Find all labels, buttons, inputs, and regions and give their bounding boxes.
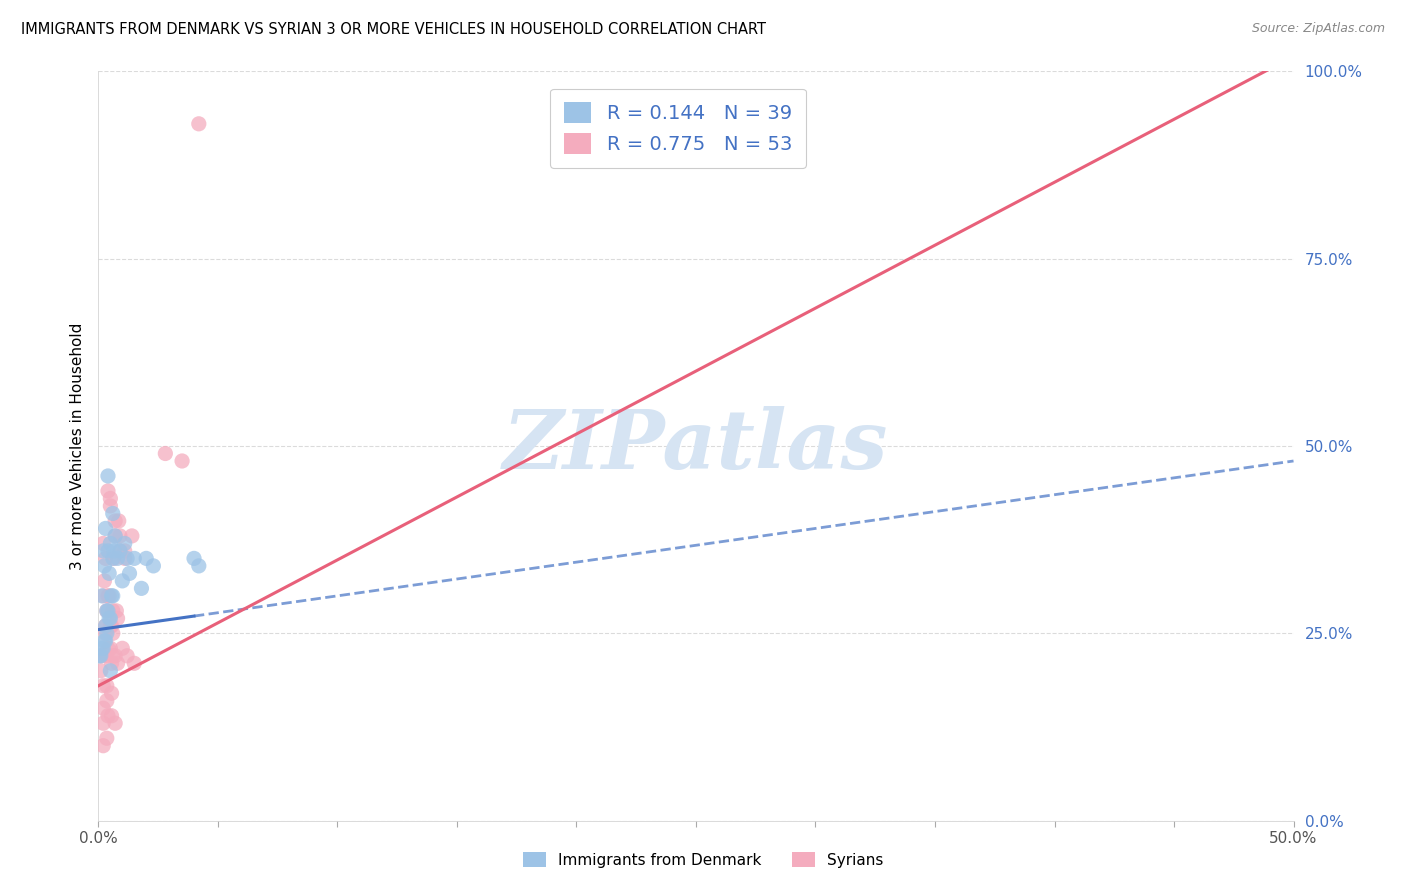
Text: ZIPatlas: ZIPatlas: [503, 406, 889, 486]
Point: [94, 521, 117, 535]
Point: [91, 648, 114, 663]
Point: [94, 619, 117, 633]
Point: [91, 701, 114, 715]
Point: [98, 566, 121, 581]
Point: [98, 491, 122, 506]
Point: [135, 551, 157, 566]
Point: [187, 558, 209, 573]
Point: [104, 514, 127, 528]
Point: [98, 619, 122, 633]
Point: [97, 544, 120, 558]
Point: [108, 529, 131, 543]
Point: [93, 558, 115, 573]
Point: [96, 626, 118, 640]
Point: [91, 679, 114, 693]
Point: [155, 446, 177, 460]
Point: [101, 648, 124, 663]
Point: [98, 499, 122, 513]
Point: [91, 716, 114, 731]
Point: [100, 708, 122, 723]
Point: [97, 604, 120, 618]
Point: [96, 731, 118, 746]
Point: [100, 686, 122, 700]
Point: [100, 589, 122, 603]
Point: [172, 454, 194, 468]
Point: [100, 619, 122, 633]
Point: [111, 574, 134, 588]
Point: [91, 589, 114, 603]
Point: [89, 648, 111, 663]
Point: [101, 551, 124, 566]
Point: [107, 514, 129, 528]
Point: [101, 589, 124, 603]
Point: [96, 679, 118, 693]
Point: [98, 664, 122, 678]
Point: [101, 626, 124, 640]
Text: IMMIGRANTS FROM DENMARK VS SYRIAN 3 OR MORE VEHICLES IN HOUSEHOLD CORRELATION CH: IMMIGRANTS FROM DENMARK VS SYRIAN 3 OR M…: [21, 22, 766, 37]
Point: [104, 529, 127, 543]
Point: [114, 551, 136, 566]
Point: [101, 507, 124, 521]
Point: [115, 551, 138, 566]
Point: [96, 648, 118, 663]
Point: [97, 483, 120, 498]
Point: [98, 536, 122, 550]
Text: Source: ZipAtlas.com: Source: ZipAtlas.com: [1251, 22, 1385, 36]
Point: [142, 558, 165, 573]
Point: [118, 566, 141, 581]
Point: [97, 589, 120, 603]
Point: [104, 648, 127, 663]
Point: [105, 604, 128, 618]
Point: [90, 664, 112, 678]
Point: [100, 657, 122, 671]
Point: [114, 544, 136, 558]
Point: [124, 551, 146, 566]
Point: [93, 574, 115, 588]
Point: [108, 544, 131, 558]
Point: [91, 536, 114, 550]
Point: [107, 551, 129, 566]
Point: [96, 604, 118, 618]
Point: [104, 716, 127, 731]
Point: [114, 536, 136, 550]
Point: [131, 582, 153, 596]
Legend: R = 0.144   N = 39, R = 0.775   N = 53: R = 0.144 N = 39, R = 0.775 N = 53: [550, 88, 806, 168]
Legend: Immigrants from Denmark, Syrians: Immigrants from Denmark, Syrians: [515, 844, 891, 875]
Point: [107, 611, 129, 625]
Point: [101, 604, 124, 618]
Point: [111, 641, 134, 656]
Point: [115, 648, 138, 663]
Point: [90, 648, 112, 663]
Point: [103, 544, 125, 558]
Point: [91, 589, 114, 603]
Point: [121, 529, 143, 543]
Point: [98, 611, 121, 625]
Point: [108, 544, 131, 558]
Point: [103, 551, 125, 566]
Point: [91, 641, 114, 656]
Point: [91, 641, 114, 656]
Point: [96, 694, 118, 708]
Point: [94, 619, 117, 633]
Point: [124, 657, 146, 671]
Point: [97, 469, 120, 483]
Point: [98, 641, 122, 656]
Point: [98, 589, 121, 603]
Point: [104, 529, 127, 543]
Point: [94, 551, 117, 566]
Point: [94, 633, 117, 648]
Y-axis label: 3 or more Vehicles in Household: 3 or more Vehicles in Household: [69, 322, 84, 570]
Point: [97, 641, 120, 656]
Point: [91, 739, 114, 753]
Point: [91, 544, 114, 558]
Point: [107, 657, 129, 671]
Point: [97, 708, 120, 723]
Point: [93, 633, 115, 648]
Point: [98, 611, 122, 625]
Point: [94, 626, 117, 640]
Point: [96, 604, 118, 618]
Point: [187, 117, 209, 131]
Point: [183, 551, 205, 566]
